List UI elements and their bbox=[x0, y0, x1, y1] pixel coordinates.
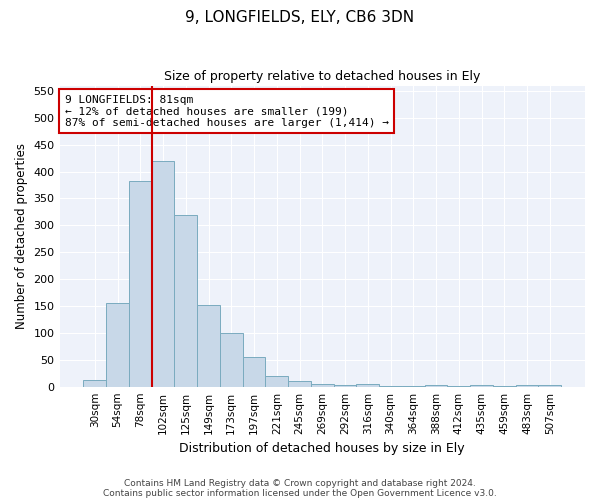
X-axis label: Distribution of detached houses by size in Ely: Distribution of detached houses by size … bbox=[179, 442, 465, 455]
Bar bbox=[129, 180, 152, 386]
Y-axis label: Number of detached properties: Number of detached properties bbox=[15, 143, 28, 329]
Bar bbox=[470, 385, 493, 386]
Bar bbox=[334, 385, 356, 386]
Bar bbox=[175, 214, 197, 386]
Bar bbox=[197, 305, 220, 386]
Text: 9 LONGFIELDS: 81sqm
← 12% of detached houses are smaller (199)
87% of semi-detac: 9 LONGFIELDS: 81sqm ← 12% of detached ho… bbox=[65, 94, 389, 128]
Bar bbox=[538, 385, 561, 386]
Bar bbox=[425, 385, 448, 386]
Text: Contains HM Land Registry data © Crown copyright and database right 2024.: Contains HM Land Registry data © Crown c… bbox=[124, 478, 476, 488]
Bar bbox=[515, 385, 538, 386]
Bar bbox=[265, 376, 288, 386]
Text: 9, LONGFIELDS, ELY, CB6 3DN: 9, LONGFIELDS, ELY, CB6 3DN bbox=[185, 10, 415, 25]
Text: Contains public sector information licensed under the Open Government Licence v3: Contains public sector information licen… bbox=[103, 488, 497, 498]
Bar bbox=[311, 384, 334, 386]
Bar bbox=[152, 161, 175, 386]
Bar bbox=[83, 380, 106, 386]
Bar bbox=[288, 382, 311, 386]
Title: Size of property relative to detached houses in Ely: Size of property relative to detached ho… bbox=[164, 70, 481, 83]
Bar bbox=[220, 333, 242, 386]
Bar bbox=[356, 384, 379, 386]
Bar bbox=[242, 357, 265, 386]
Bar bbox=[106, 304, 129, 386]
